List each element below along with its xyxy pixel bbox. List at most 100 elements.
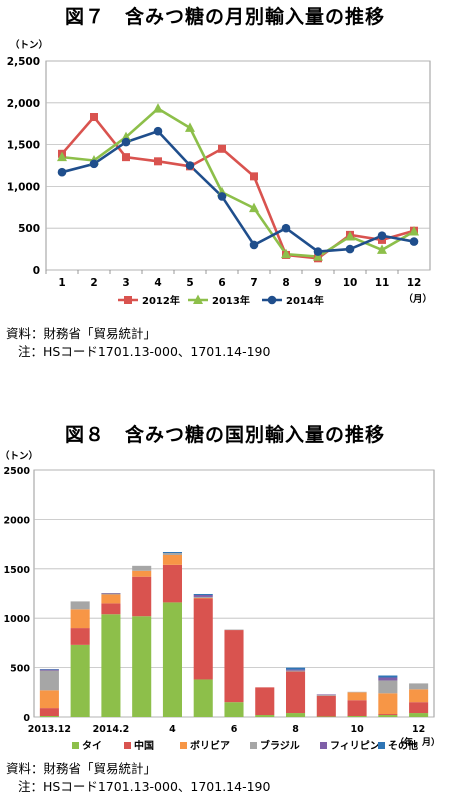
legend-swatch bbox=[124, 742, 131, 749]
bar-segment-3 bbox=[132, 570, 152, 577]
bar-segment-3 bbox=[70, 609, 90, 629]
bar-segment-1 bbox=[378, 715, 398, 717]
legend-swatch bbox=[250, 742, 257, 749]
bar-segment-2 bbox=[132, 576, 152, 617]
bar-segment-2 bbox=[101, 603, 121, 615]
bar-segment-5 bbox=[378, 677, 398, 681]
y-axis-unit: （トン） bbox=[0, 450, 38, 462]
bar-segment-2 bbox=[347, 700, 367, 717]
bar-segment-3 bbox=[378, 693, 398, 715]
legend-label: タイ bbox=[82, 740, 102, 752]
legend-label: ブラジル bbox=[260, 739, 300, 752]
series-3-point bbox=[57, 167, 67, 177]
figure1-title: 図７ 含みつ糖の月別輸入量の推移 bbox=[64, 6, 385, 28]
legend-marker bbox=[267, 295, 277, 305]
bar-segment-2 bbox=[409, 702, 429, 714]
bar-segment-2 bbox=[39, 708, 59, 717]
y-tick-label: 1,500 bbox=[7, 140, 40, 152]
figure2-notes: 資料：財務省「貿易統計」 注：HSコード1701.13-000、1701.14-… bbox=[6, 760, 270, 796]
x-tick-label: 2 bbox=[90, 277, 97, 289]
series-1-point bbox=[250, 172, 258, 181]
series-line-2 bbox=[61, 107, 415, 258]
bar-segment-2 bbox=[162, 564, 182, 603]
legend-label: ボリビア bbox=[190, 739, 230, 752]
bar-segment-1 bbox=[101, 614, 121, 717]
series-2-point bbox=[281, 248, 291, 259]
y-tick-label: 2,500 bbox=[7, 56, 40, 68]
series-2-point bbox=[377, 244, 387, 254]
bar-segment-6 bbox=[193, 593, 213, 595]
y-tick-label: 500 bbox=[10, 664, 30, 675]
y-tick-label: 500 bbox=[18, 223, 40, 235]
y-axis-unit: （トン） bbox=[10, 39, 48, 51]
bar-segment-4 bbox=[70, 601, 90, 610]
bar-segment-4 bbox=[101, 593, 121, 595]
x-tick-label: 1 bbox=[58, 277, 65, 289]
bar-segment-2 bbox=[316, 695, 336, 717]
series-3-point bbox=[89, 159, 99, 169]
stacked-bar-chart: （トン） 0 500 1000 1500 2000 2500 2013.12 2014.2 4 6 8… bbox=[0, 450, 440, 752]
bar-segment-2 bbox=[378, 714, 398, 716]
bar-segment-1 bbox=[70, 644, 90, 717]
series-2-point bbox=[153, 103, 163, 113]
series-3-point bbox=[153, 126, 163, 136]
bar-segment-1 bbox=[132, 616, 152, 717]
series-1-point bbox=[90, 113, 98, 122]
bar-segment-6 bbox=[162, 552, 182, 553]
legend-swatch bbox=[72, 742, 79, 749]
legend-label: 2013年 bbox=[212, 294, 250, 307]
bar-segment-3 bbox=[162, 554, 182, 565]
x-tick-label: 12 bbox=[407, 277, 422, 289]
x-tick-label: 2013.12 bbox=[28, 724, 71, 735]
y-tick-label: 0 bbox=[33, 265, 40, 277]
x-tick-label: 4 bbox=[154, 277, 161, 289]
y-tick-label: 0 bbox=[23, 713, 30, 724]
legend-label: その他 bbox=[388, 739, 418, 752]
bar-segment-3 bbox=[39, 690, 59, 709]
figure1-source: 資料：財務省「貿易統計」 bbox=[6, 326, 157, 341]
y-tick-label: 1500 bbox=[4, 565, 31, 576]
series-3-point bbox=[377, 231, 387, 241]
x-tick-label: 7 bbox=[250, 277, 257, 289]
x-tick-label: 3 bbox=[122, 277, 129, 289]
bar-segment-6 bbox=[378, 675, 398, 678]
series-3-point bbox=[185, 161, 195, 170]
bar-segment-3 bbox=[409, 689, 429, 703]
bar-segment-5 bbox=[193, 594, 213, 597]
bar-segment-1 bbox=[409, 713, 429, 717]
series-2-point bbox=[345, 231, 355, 241]
legend-swatch bbox=[180, 742, 187, 749]
bar-segment-6 bbox=[286, 667, 306, 670]
bar-segment-4 bbox=[409, 683, 429, 690]
x-tick-label: 2014.2 bbox=[93, 724, 130, 735]
legend-label: フィリピン bbox=[330, 740, 380, 752]
bar-segment-5 bbox=[286, 669, 306, 671]
series-2-point bbox=[185, 122, 195, 132]
y-tick-label: 2,000 bbox=[7, 98, 40, 110]
bar-segment-4 bbox=[193, 596, 213, 598]
legend-swatch bbox=[320, 742, 327, 749]
x-tick-label: 6 bbox=[218, 277, 225, 289]
bar-segment-4 bbox=[132, 565, 152, 571]
figure1-note: 注：HSコード1701.13-000、1701.14-190 bbox=[18, 344, 271, 359]
series-3-point bbox=[249, 240, 259, 250]
bar-segment-1 bbox=[39, 716, 59, 717]
figure2-source: 資料：財務省「貿易統計」 bbox=[6, 761, 157, 776]
bar-segment-4 bbox=[286, 670, 306, 672]
x-tick-label: 4 bbox=[169, 724, 176, 735]
bar-segment-2 bbox=[224, 630, 244, 703]
x-tick-label: 8 bbox=[282, 277, 289, 289]
bar-segment-1 bbox=[286, 713, 306, 717]
y-tick-label: 2000 bbox=[4, 515, 31, 526]
bar-segment-3 bbox=[101, 594, 121, 604]
series-1-point bbox=[218, 144, 226, 153]
bar-segment-4 bbox=[378, 680, 398, 694]
x-tick-label: 10 bbox=[343, 277, 358, 289]
figure2-title: 図８ 含みつ糖の国別輸入量の推移 bbox=[64, 424, 385, 446]
bar-segment-4 bbox=[39, 670, 59, 691]
series-2-point bbox=[57, 151, 67, 162]
bar-segment-1 bbox=[162, 602, 182, 717]
x-tick-label: 5 bbox=[186, 277, 193, 289]
x-tick-label: 11 bbox=[375, 277, 390, 289]
